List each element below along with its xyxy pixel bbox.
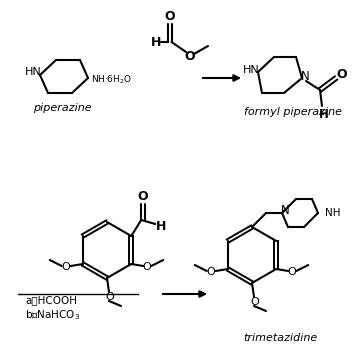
Text: N: N (281, 203, 289, 216)
Text: O: O (206, 267, 215, 277)
Text: O: O (143, 262, 152, 272)
Text: O: O (61, 262, 70, 272)
Text: NH: NH (325, 208, 340, 218)
Text: O: O (337, 68, 347, 81)
Text: b）NaHCO$_3$: b）NaHCO$_3$ (25, 308, 80, 322)
Text: HN: HN (243, 65, 260, 75)
Text: H: H (151, 36, 161, 49)
Text: O: O (106, 292, 114, 302)
Text: H: H (319, 107, 329, 120)
Text: O: O (251, 297, 260, 307)
Text: O: O (164, 10, 175, 23)
Text: H: H (156, 220, 167, 233)
Text: O: O (185, 50, 195, 63)
Text: HN: HN (25, 67, 41, 77)
Text: piperazine: piperazine (33, 103, 91, 113)
Text: N: N (300, 70, 309, 83)
Text: O: O (288, 267, 297, 277)
Text: formyl piperazine: formyl piperazine (244, 107, 342, 117)
Text: O: O (137, 190, 148, 203)
Text: trimetazidine: trimetazidine (243, 333, 317, 343)
Text: NH·6H$_2$O: NH·6H$_2$O (91, 74, 132, 86)
Text: a）HCOOH: a）HCOOH (25, 295, 77, 305)
